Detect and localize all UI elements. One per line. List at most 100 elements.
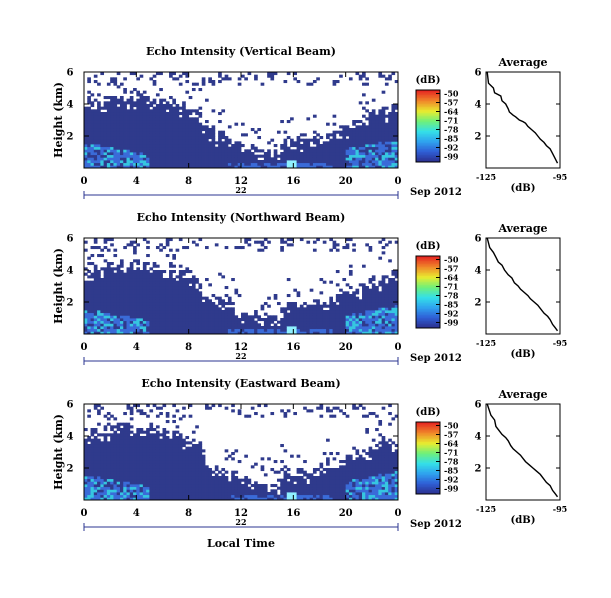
echo-cell xyxy=(290,117,294,121)
echo-cell xyxy=(100,494,105,498)
echo-cell xyxy=(123,288,127,292)
echo-cell xyxy=(149,428,154,432)
echo-cell xyxy=(152,465,157,469)
echo-cell xyxy=(218,154,222,158)
echo-cell xyxy=(93,125,98,129)
echo-cell xyxy=(139,310,144,314)
echo-cell xyxy=(110,494,114,498)
echo-cell xyxy=(159,146,163,150)
echo-cell xyxy=(332,162,337,166)
echo-cell xyxy=(329,299,333,303)
echo-cell xyxy=(276,154,281,158)
echo-cell xyxy=(244,454,248,458)
echo-cell xyxy=(326,133,330,137)
echo-cell xyxy=(208,331,212,335)
echo-cell xyxy=(169,270,173,274)
echo-cell xyxy=(303,307,307,311)
echo-cell xyxy=(312,80,317,84)
echo-cell xyxy=(97,312,101,316)
echo-cell xyxy=(87,138,91,142)
echo-cell xyxy=(352,152,356,156)
echo-cell xyxy=(244,414,248,418)
echo-cell xyxy=(106,465,111,469)
echo-cell xyxy=(182,315,186,319)
echo-cell xyxy=(113,141,118,145)
echo-cell xyxy=(169,238,173,242)
echo-cell xyxy=(188,414,193,418)
echo-cell xyxy=(309,323,314,327)
echo-cell xyxy=(116,288,121,292)
echo-cell xyxy=(155,146,160,150)
echo-cell xyxy=(106,299,111,303)
echo-cell xyxy=(368,120,373,124)
echo-cell xyxy=(182,438,186,442)
echo-cell xyxy=(339,149,343,153)
echo-cell xyxy=(149,473,154,477)
echo-cell xyxy=(267,318,271,322)
echo-cell xyxy=(342,144,347,148)
echo-cell xyxy=(201,320,206,324)
echo-cell xyxy=(280,152,284,156)
echo-cell xyxy=(103,259,108,263)
echo-cell xyxy=(152,452,157,456)
echo-cell xyxy=(155,304,160,308)
colorbar-step xyxy=(416,114,440,116)
echo-cell xyxy=(169,165,173,169)
echo-cell xyxy=(165,280,170,284)
echo-cell xyxy=(129,470,134,474)
echo-cell xyxy=(152,404,157,408)
echo-cell xyxy=(182,120,186,124)
echo-cell xyxy=(391,286,396,290)
echo-cell xyxy=(113,446,118,450)
echo-cell xyxy=(394,270,399,274)
echo-cell xyxy=(312,130,317,134)
echo-cell xyxy=(218,326,222,330)
echo-cell xyxy=(198,106,203,110)
echo-cell xyxy=(123,457,127,461)
echo-cell xyxy=(342,307,347,311)
echo-cell xyxy=(84,120,88,124)
echo-cell xyxy=(103,146,108,150)
panel-title: Echo Intensity (Eastward Beam) xyxy=(141,377,340,390)
colorbar-step xyxy=(416,90,440,92)
echo-cell xyxy=(155,457,160,461)
echo-cell xyxy=(142,430,147,434)
echo-cell xyxy=(119,136,124,140)
echo-cell xyxy=(214,320,219,324)
echo-cell xyxy=(139,444,144,448)
echo-cell xyxy=(329,318,333,322)
echo-cell xyxy=(159,438,163,442)
echo-cell xyxy=(335,283,340,287)
y-tick-label: 2 xyxy=(475,132,482,143)
echo-cell xyxy=(182,494,186,498)
echo-cell xyxy=(178,454,183,458)
echo-cell xyxy=(116,454,121,458)
echo-cell xyxy=(214,318,219,322)
echo-cell xyxy=(169,476,173,480)
echo-cell xyxy=(276,326,281,330)
colorbar-step xyxy=(416,142,440,145)
echo-cell xyxy=(345,307,350,311)
echo-cell xyxy=(152,481,157,485)
echo-cell xyxy=(175,462,180,466)
echo-cell xyxy=(293,304,298,308)
echo-cell xyxy=(378,240,383,244)
echo-cell xyxy=(119,299,124,303)
echo-cell xyxy=(195,465,199,469)
echo-cell xyxy=(178,128,183,132)
echo-cell xyxy=(139,291,144,295)
echo-cell xyxy=(391,307,396,311)
echo-cell xyxy=(234,484,239,488)
echo-cell xyxy=(208,326,212,330)
echo-cell xyxy=(375,120,379,124)
echo-cell xyxy=(178,318,183,322)
echo-cell xyxy=(185,449,190,453)
echo-cell xyxy=(90,109,95,113)
echo-cell xyxy=(283,160,288,164)
echo-cell xyxy=(103,457,108,461)
echo-cell xyxy=(352,326,356,330)
echo-cell xyxy=(146,112,150,116)
echo-cell xyxy=(329,320,333,324)
echo-cell xyxy=(136,449,141,453)
echo-cell xyxy=(146,492,150,496)
